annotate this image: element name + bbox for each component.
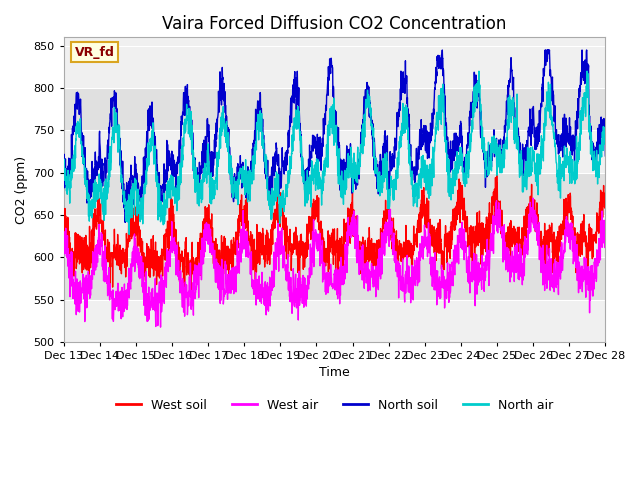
North air: [211, 178, 219, 184]
West soil: [188, 289, 195, 295]
North air: [362, 102, 370, 108]
West soil: [362, 262, 370, 267]
West air: [211, 268, 219, 274]
West air: [60, 251, 68, 257]
North air: [60, 162, 68, 168]
Text: VR_fd: VR_fd: [74, 46, 115, 59]
North soil: [60, 160, 68, 166]
North soil: [492, 143, 500, 148]
West air: [362, 265, 370, 271]
West soil: [493, 168, 500, 173]
Bar: [64, 300, 605, 342]
North air: [554, 169, 562, 175]
Bar: [64, 88, 605, 131]
North soil: [602, 153, 609, 159]
West air: [157, 324, 164, 330]
North air: [602, 134, 609, 140]
North soil: [554, 144, 562, 149]
West soil: [350, 222, 358, 228]
North soil: [438, 47, 446, 53]
Bar: [64, 46, 605, 88]
West air: [492, 200, 500, 206]
West soil: [569, 218, 577, 224]
West air: [602, 225, 609, 231]
West soil: [492, 215, 500, 220]
Y-axis label: CO2 (ppm): CO2 (ppm): [15, 156, 28, 224]
West air: [529, 195, 537, 201]
North soil: [211, 132, 219, 137]
North soil: [362, 96, 370, 102]
Bar: [64, 37, 605, 46]
Line: North soil: North soil: [64, 50, 605, 222]
West air: [554, 260, 562, 265]
North air: [569, 172, 577, 178]
North air: [125, 231, 133, 237]
X-axis label: Time: Time: [319, 367, 350, 380]
Bar: [64, 173, 605, 215]
North air: [475, 68, 483, 74]
Bar: [64, 257, 605, 300]
Bar: [64, 215, 605, 257]
West soil: [554, 260, 562, 265]
West soil: [602, 194, 609, 200]
North soil: [569, 132, 577, 138]
West air: [350, 233, 358, 239]
North air: [492, 153, 500, 158]
North soil: [350, 173, 358, 179]
Line: West air: West air: [64, 198, 605, 327]
West soil: [60, 227, 68, 233]
Title: Vaira Forced Diffusion CO2 Concentration: Vaira Forced Diffusion CO2 Concentration: [163, 15, 507, 33]
North air: [350, 176, 358, 181]
North soil: [122, 219, 129, 225]
Legend: West soil, West air, North soil, North air: West soil, West air, North soil, North a…: [111, 394, 558, 417]
Line: North air: North air: [64, 71, 605, 234]
West soil: [211, 257, 219, 263]
West air: [569, 233, 577, 239]
Line: West soil: West soil: [64, 170, 605, 292]
Bar: [64, 131, 605, 173]
